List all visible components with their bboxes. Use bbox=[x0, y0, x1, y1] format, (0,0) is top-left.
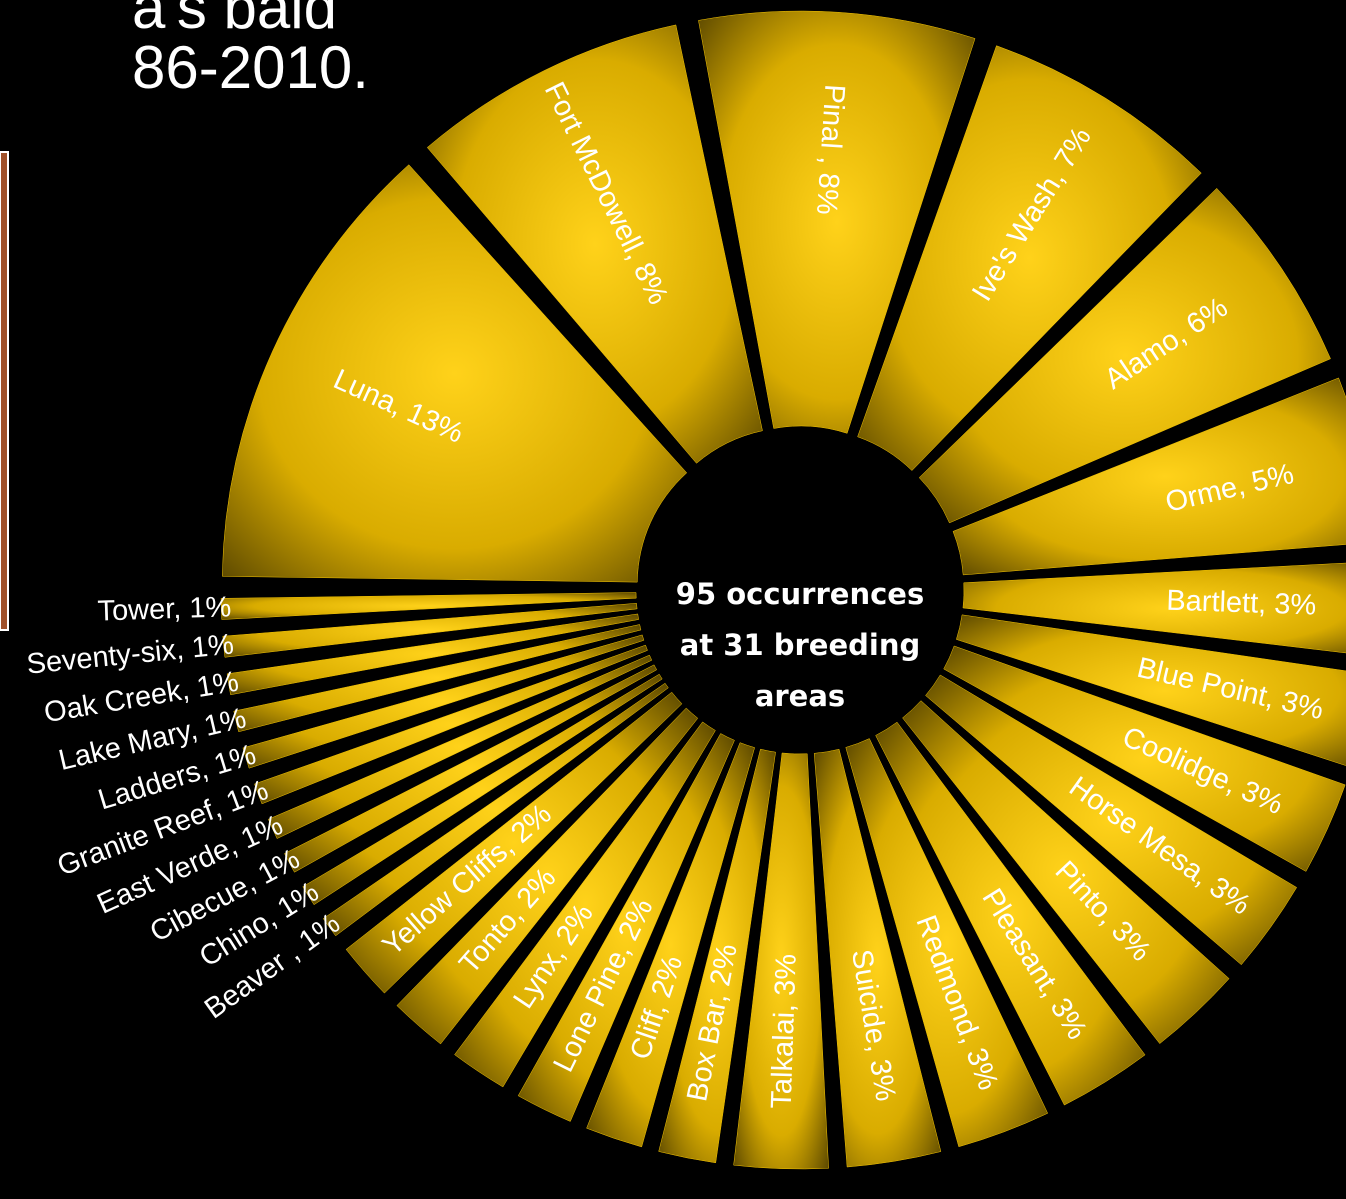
slice: East Verde bbox=[267, 654, 653, 839]
slice: Horse Mesa bbox=[925, 674, 1298, 966]
slice: Tonto bbox=[396, 707, 699, 1045]
photo-edge bbox=[0, 151, 9, 631]
data-label: Tower, 1% bbox=[97, 591, 232, 627]
slice: Seventy-six bbox=[222, 603, 638, 658]
slice: Yellow Cliffs bbox=[345, 691, 683, 994]
slice: Cliff bbox=[586, 742, 755, 1148]
slice: Blue Point bbox=[956, 614, 1346, 766]
slice: Pleasant bbox=[875, 721, 1146, 1106]
slice: Coolidge bbox=[943, 645, 1346, 872]
slice: Fort McDowell bbox=[426, 24, 763, 464]
title-line: a's bald bbox=[132, 0, 337, 41]
slice: Suicide bbox=[813, 748, 942, 1168]
slice: Lake Mary bbox=[233, 624, 642, 733]
slice: Ive's Wash bbox=[857, 45, 1202, 471]
slice: Bartlett bbox=[962, 562, 1346, 654]
center-text: 95 occurrences bbox=[676, 577, 924, 611]
slice: Talkalai bbox=[733, 752, 829, 1170]
slice: Pinto bbox=[902, 700, 1230, 1044]
slice: Tower bbox=[220, 592, 637, 620]
slice: Chino bbox=[302, 673, 663, 906]
slice: Cibecue bbox=[284, 664, 658, 873]
slice: Oak Creek bbox=[226, 613, 639, 696]
slice: Beaver bbox=[322, 682, 669, 937]
slice: Ladders bbox=[242, 634, 645, 769]
slice: Granite Reef bbox=[254, 644, 648, 805]
slice: Pinal bbox=[698, 10, 976, 434]
data-label: Bartlett, 3% bbox=[1166, 585, 1317, 622]
slice: Orme bbox=[952, 377, 1346, 576]
title-line: 86-2010. bbox=[132, 34, 369, 101]
pie: LunaFort McDowellPinalIve's WashAlamoOrm… bbox=[220, 10, 1346, 1170]
center-text: areas bbox=[755, 679, 845, 713]
center-text: at 31 breeding bbox=[680, 628, 920, 662]
data-label: Talkalai, 3% bbox=[766, 953, 803, 1109]
slice: Alamo bbox=[918, 187, 1331, 524]
slice: Box Bar bbox=[658, 748, 776, 1164]
slice: Lynx bbox=[454, 721, 716, 1088]
slice: Lone Pine bbox=[517, 733, 735, 1122]
slice: Redmond bbox=[845, 738, 1049, 1148]
slice: Luna bbox=[222, 164, 688, 583]
